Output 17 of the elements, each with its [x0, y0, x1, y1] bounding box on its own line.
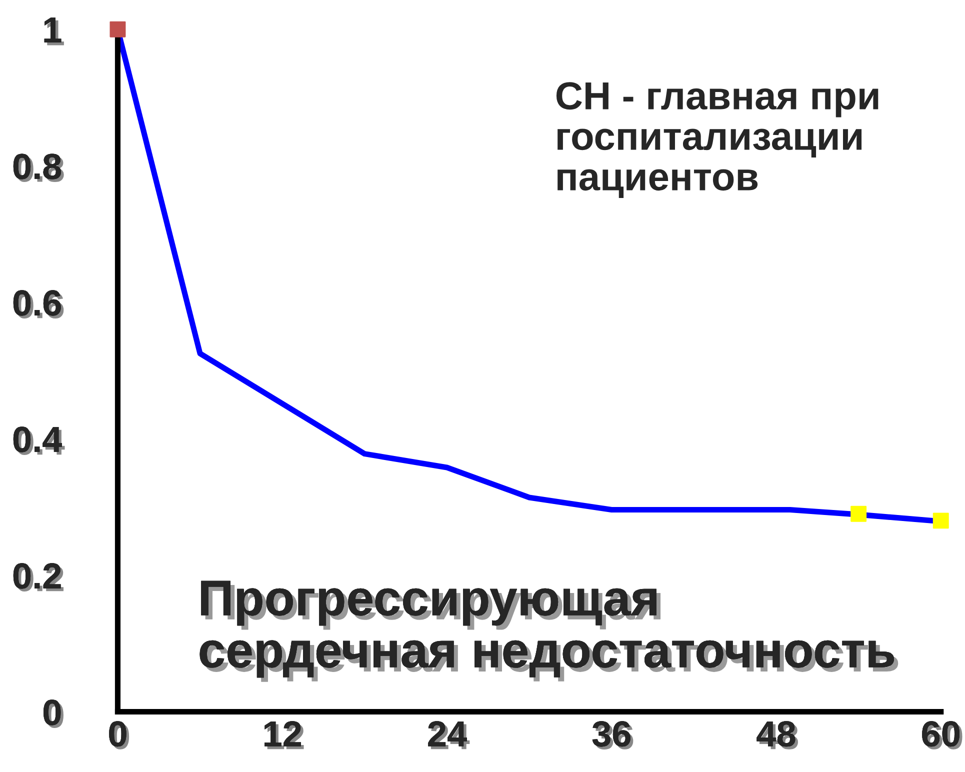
point — [850, 506, 867, 522]
x-tick-label: 12 — [264, 721, 304, 750]
x-tick-label: 36 — [592, 721, 634, 750]
point — [932, 512, 949, 529]
y-tick-label: 0.6 — [13, 290, 64, 319]
y-tick-label: 0.4 — [13, 426, 65, 456]
annotation: СН - главная при госпитализации пациентов — [556, 82, 878, 198]
x-tick-label: 0 — [109, 721, 130, 750]
x-tick-label: 24 — [428, 721, 470, 750]
annotation: Прогрессирующая сердечная недостаточность — [200, 580, 898, 682]
x-tick-label: 48 — [756, 721, 798, 750]
y-tick-label: 0 — [44, 700, 64, 728]
y-tick-label: 1 — [44, 18, 64, 46]
point — [110, 21, 126, 38]
y-tick-label: 0.8 — [13, 154, 64, 182]
x-tick-label: 60 — [922, 721, 962, 750]
y-tick-label: 0.2 — [13, 563, 64, 592]
